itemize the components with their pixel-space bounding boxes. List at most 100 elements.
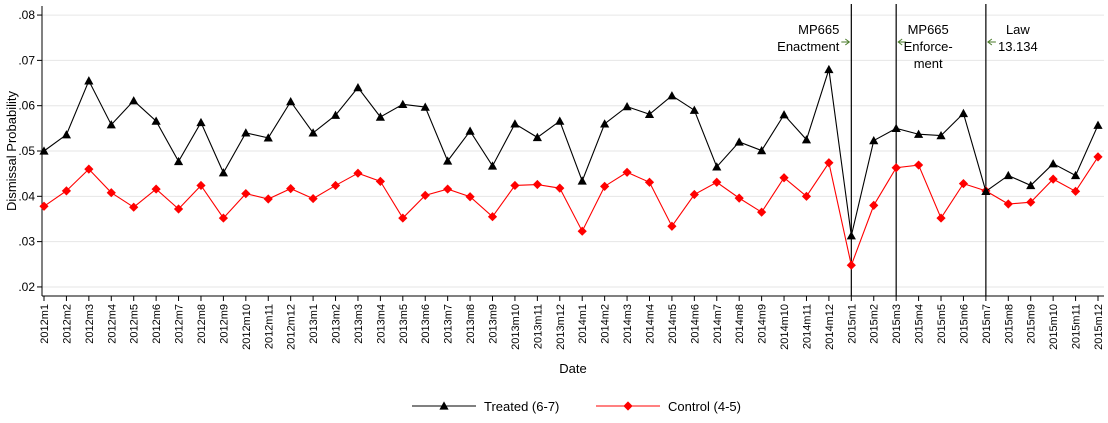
x-tick-label: 2014m1 [577, 304, 589, 344]
triangle-marker [869, 135, 879, 145]
triangle-marker [532, 132, 542, 142]
annotation-label: Enforce- [904, 39, 953, 54]
diamond-marker [1048, 174, 1058, 184]
y-axis: .02 .03 .04 .05 .06 .07 .08 [18, 6, 43, 296]
triangle-marker [263, 133, 273, 142]
diamond-marker [218, 213, 229, 223]
legend: Treated (6-7) Control (4-5) [412, 399, 741, 414]
x-tick-label: 2014m6 [689, 304, 701, 344]
series-control [39, 152, 1103, 270]
x-tick-label: 2012m3 [84, 304, 96, 344]
diamond-marker [39, 201, 49, 211]
x-tick-label: 2014m9 [757, 304, 769, 344]
diamond-marker [600, 181, 610, 191]
x-tick-label: 2013m8 [465, 304, 477, 344]
x-tick-label: 2012m9 [218, 304, 230, 344]
triangle-marker [241, 128, 251, 137]
diamond-marker [891, 163, 901, 173]
legend-item-treated: Treated (6-7) [412, 399, 559, 414]
y-tick-label: .03 [18, 235, 35, 249]
diamond-marker [913, 160, 924, 170]
diamond-marker [420, 190, 430, 201]
x-tick-label: 2014m10 [779, 304, 791, 350]
diamond-marker [106, 188, 116, 198]
diamond-marker [757, 207, 767, 217]
diamond-marker [129, 202, 139, 212]
y-tick-label: .02 [18, 280, 35, 294]
series-line [43, 69, 1099, 236]
diamond-marker [375, 176, 385, 186]
triangle-marker [465, 126, 475, 135]
triangle-marker [734, 137, 744, 146]
diamond-marker [241, 188, 251, 199]
annotation-label: ment [914, 56, 943, 71]
x-tick-label: 2013m7 [443, 304, 455, 344]
x-tick-label: 2015m10 [1048, 304, 1060, 350]
triangle-marker [1003, 170, 1013, 180]
diamond-marker [623, 401, 633, 411]
diamond-marker [1026, 197, 1036, 207]
x-tick-label: 2013m11 [532, 304, 544, 349]
diamond-marker [936, 213, 946, 223]
diamond-marker [532, 179, 542, 190]
diamond-marker [84, 164, 94, 174]
triangle-marker [308, 128, 318, 137]
x-tick-label: 2014m8 [734, 304, 746, 344]
x-tick-label: 2013m4 [375, 304, 387, 344]
legend-label: Treated (6-7) [484, 399, 559, 414]
annotation-label: MP665 [798, 22, 839, 37]
y-tick-label: .04 [18, 189, 35, 203]
triangle-marker [981, 186, 991, 196]
triangle-marker [129, 96, 139, 105]
diamond-marker [308, 193, 318, 204]
y-tick-label: .05 [18, 144, 35, 158]
x-tick-label: 2012m1 [39, 304, 51, 344]
diamond-marker [173, 204, 184, 214]
triangle-marker [913, 129, 924, 138]
x-axis-title: Date [559, 361, 586, 376]
triangle-marker [891, 123, 901, 133]
diamond-marker [353, 168, 363, 178]
x-tick-label: 2012m12 [286, 304, 298, 350]
diamond-marker [330, 180, 341, 191]
x-tick-label: 2013m6 [420, 304, 432, 344]
triangle-marker [330, 110, 341, 119]
diamond-marker [61, 186, 72, 196]
x-tick-label: 2015m9 [1026, 304, 1038, 344]
series-line [43, 156, 1099, 268]
x-tick-label: 2013m10 [510, 304, 522, 350]
triangle-marker [757, 145, 767, 155]
series-group [39, 64, 1103, 270]
series-treated [39, 64, 1103, 240]
diamond-marker [1070, 186, 1081, 196]
x-tick-label: 2015m2 [869, 304, 881, 344]
triangle-marker [958, 108, 969, 118]
x-tick-label: 2013m2 [331, 304, 343, 344]
x-tick-label: 2012m4 [106, 304, 118, 344]
diamond-marker [667, 221, 677, 231]
annotation-label: MP665 [908, 22, 949, 37]
triangle-marker [689, 105, 699, 114]
triangle-marker [375, 112, 385, 121]
triangle-marker [936, 130, 946, 140]
x-tick-label: 2014m4 [644, 304, 656, 344]
x-tick-label: 2015m1 [846, 304, 858, 344]
diamond-marker [801, 191, 812, 201]
triangle-marker [1070, 170, 1081, 180]
x-tick-label: 2013m3 [353, 304, 365, 344]
legend-label: Control (4-5) [668, 399, 741, 414]
triangle-marker [667, 91, 677, 100]
x-tick-label: 2012m8 [196, 304, 208, 344]
annotation-label: Law [1006, 22, 1030, 37]
triangle-marker [824, 64, 834, 74]
triangle-marker [644, 109, 655, 118]
x-tick-label: 2012m7 [174, 304, 186, 344]
gridlines [42, 14, 1104, 288]
x-tick-label: 2013m12 [555, 304, 567, 350]
triangle-marker [577, 176, 587, 185]
triangle-marker [439, 401, 449, 410]
x-tick-label: 2015m5 [936, 304, 948, 344]
x-tick-label: 2015m4 [914, 304, 926, 344]
triangle-marker [196, 117, 206, 127]
x-tick-label: 2013m9 [488, 304, 500, 344]
